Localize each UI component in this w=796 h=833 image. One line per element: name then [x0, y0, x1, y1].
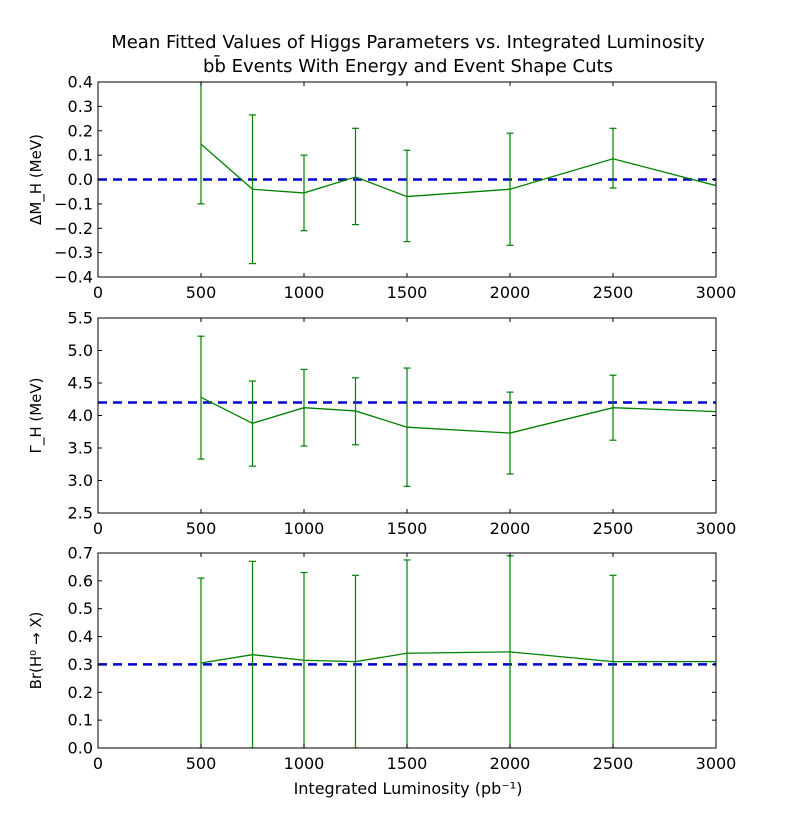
- y-tick-label: 0.2: [68, 121, 93, 140]
- title-line-2: bb̄ Events With Energy and Event Shape C…: [203, 56, 613, 77]
- y-tick-label: −0.2: [54, 219, 93, 238]
- y-tick-label: 0.2: [68, 683, 93, 702]
- y-tick-label: 0.3: [68, 655, 93, 674]
- title-line-1: Mean Fitted Values of Higgs Parameters v…: [111, 32, 705, 53]
- x-tick-label: 2000: [490, 283, 531, 302]
- x-tick-label: 0: [93, 283, 103, 302]
- y-tick-label: 5.0: [68, 341, 93, 360]
- x-tick-label: 0: [93, 519, 103, 538]
- x-axis-label: Integrated Luminosity (pb⁻¹): [294, 779, 523, 798]
- x-tick-label: 3000: [696, 283, 737, 302]
- y-tick-label: 0.5: [68, 599, 93, 618]
- y-tick-label: 5.5: [68, 309, 93, 328]
- panel-2: 0 500 1000 1500 2000 2500 3000 2.5 3.0 3.5 4.0 4.5 5…: [27, 309, 736, 539]
- y-axis-label: ΔM_H (MeV): [27, 134, 46, 225]
- data-series-line: [200, 651, 716, 664]
- y-tick-label: 3.0: [68, 471, 93, 490]
- y-tick-label: 0.1: [68, 146, 93, 165]
- panel-3: 0 500 1000 1500 2000 2500 3000 0.0 0.1 0.2 0.3 0.4 0…: [27, 544, 736, 774]
- y-tick-label: −0.4: [54, 268, 93, 287]
- x-tick-label: 1000: [284, 283, 325, 302]
- x-tick-label: 2000: [490, 754, 531, 773]
- panel-1: 0 500 1000 1500 2000 2500 3000 −0.4 −0.3 −0.2 −0.1…: [27, 73, 736, 303]
- x-tick-label: 1000: [284, 754, 325, 773]
- x-tick-label: 2500: [593, 519, 634, 538]
- y-tick-label: −0.3: [54, 243, 93, 262]
- data-series-line: [200, 396, 716, 434]
- y-tick-label: 0.4: [68, 73, 93, 92]
- y-axis-label: Br(H⁰ → X): [27, 612, 45, 690]
- y-tick-label: −0.1: [54, 194, 93, 213]
- y-tick-label: 2.5: [68, 504, 93, 523]
- data-series-line: [200, 143, 716, 198]
- y-tick-label: 0.7: [68, 544, 93, 563]
- x-tick-label: 0: [93, 754, 103, 773]
- y-tick-label: 0.3: [68, 97, 93, 116]
- y-tick-label: 4.5: [68, 374, 93, 393]
- y-axis-label: Γ_H (MeV): [27, 377, 46, 453]
- x-tick-label: 500: [186, 519, 217, 538]
- x-tick-label: 2500: [593, 283, 634, 302]
- x-tick-label: 3000: [696, 754, 737, 773]
- figure-title: Mean Fitted Values of Higgs Parameters v…: [0, 31, 796, 79]
- y-tick-label: 0.6: [68, 571, 93, 590]
- x-tick-label: 3000: [696, 519, 737, 538]
- x-tick-label: 1500: [387, 519, 428, 538]
- y-tick-label: 0.0: [68, 170, 93, 189]
- x-tick-label: 500: [186, 754, 217, 773]
- x-tick-label: 1500: [387, 754, 428, 773]
- x-tick-label: 2000: [490, 519, 531, 538]
- y-tick-label: 3.5: [68, 439, 93, 458]
- x-tick-label: 1500: [387, 283, 428, 302]
- y-tick-label: 0.1: [68, 711, 93, 730]
- y-tick-label: 0.0: [68, 739, 93, 758]
- x-tick-label: 1000: [284, 519, 325, 538]
- y-tick-label: 0.4: [68, 627, 93, 646]
- y-tick-label: 4.0: [68, 406, 93, 425]
- x-tick-label: 2500: [593, 754, 634, 773]
- x-tick-label: 500: [186, 283, 217, 302]
